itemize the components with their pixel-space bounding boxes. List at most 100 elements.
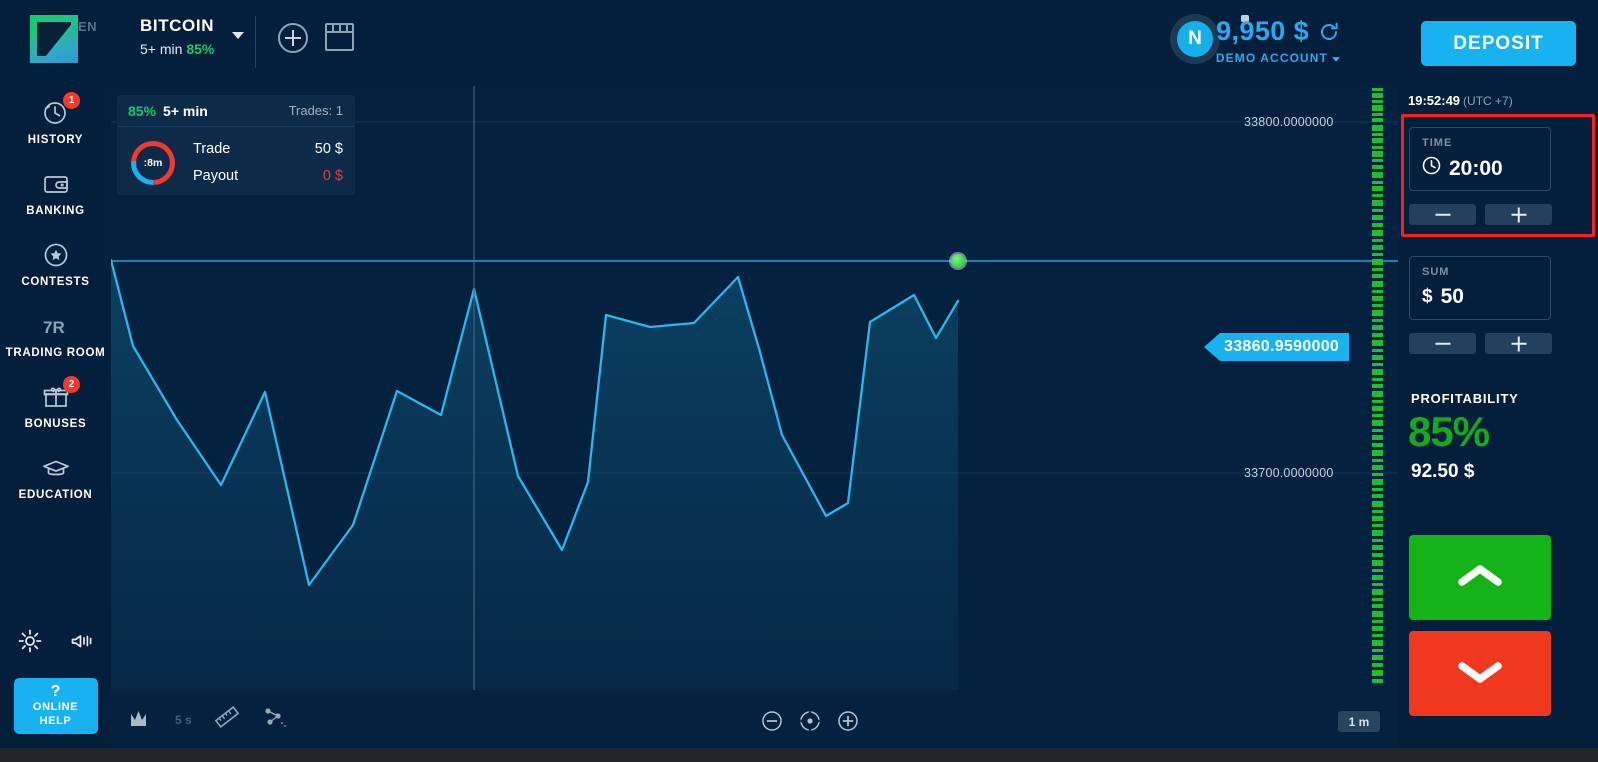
online-help-button[interactable]: ? ONLINE HELP [13, 678, 98, 734]
time-section-highlight [1401, 114, 1595, 237]
chart-canvas [111, 86, 1398, 690]
sidebar: 1 HISTORY BANKING CONTESTS [0, 86, 111, 748]
asset-name: BITCOIN [140, 16, 215, 35]
sidebar-item-label: HISTORY [27, 134, 84, 146]
sum-input-value-row: $ 50 [1422, 285, 1464, 309]
sidebar-item-bonuses[interactable]: 2 BONUSES [0, 374, 111, 445]
deposit-button[interactable]: DEPOSIT [1421, 21, 1576, 66]
time-input-value: 20:00 [1449, 156, 1503, 180]
sum-stepper [1409, 333, 1552, 354]
ruler-icon[interactable] [214, 705, 240, 734]
status-bar [0, 748, 1598, 762]
plus-circle-icon[interactable] [278, 23, 308, 53]
server-clock-time: 19:52:49 [1408, 93, 1461, 108]
trade-card-trades-count: Trades: 1 [288, 103, 343, 118]
trade-card-header: 85% 5+ min Trades: 1 [117, 95, 355, 127]
sidebar-item-banking[interactable]: BANKING [0, 161, 111, 232]
refresh-icon[interactable] [1318, 21, 1340, 43]
gear-icon[interactable] [17, 628, 43, 654]
price-chart[interactable]: 33800.0000000 33700.0000000 33860.959000… [111, 86, 1398, 748]
indicators-icon[interactable] [262, 705, 288, 734]
volume-strip [1372, 88, 1383, 683]
chart-price-line [111, 258, 960, 587]
chart-area-fill [111, 260, 958, 690]
asset-duration: 5+ min [140, 41, 183, 57]
time-stepper [1409, 204, 1552, 225]
chevron-down-icon[interactable] [232, 32, 244, 39]
trade-row-label: Payout [193, 167, 239, 184]
svg-text:7R: 7R [43, 318, 65, 337]
trade-card-rows: Trade 50 $ Payout 0 $ [193, 136, 343, 190]
trade-row-amount: Trade 50 $ [193, 136, 343, 163]
toolbar-divider [255, 16, 256, 68]
sidebar-item-label: EDUCATION [18, 489, 93, 501]
asset-payout-pct: 85% [186, 41, 215, 57]
gift-icon [41, 382, 71, 412]
price-marker-dot [951, 254, 965, 268]
sidebar-item-label: TRADING ROOM [5, 347, 106, 359]
history-badge: 1 [63, 92, 80, 109]
sum-input-label: SUM [1422, 266, 1450, 278]
time-increase-button[interactable] [1485, 204, 1552, 225]
put-down-button[interactable] [1409, 631, 1551, 716]
sum-input[interactable]: SUM $ 50 [1409, 256, 1551, 320]
graduation-cap-icon [41, 453, 71, 483]
sidebar-item-contests[interactable]: CONTESTS [0, 232, 111, 303]
trade-card-body: :8m Trade 50 $ Payout 0 $ [117, 127, 355, 190]
chart-toolbar: 5 s [129, 705, 288, 734]
top-bar: EN BITCOIN 5+ min 85% N 9,950 $ [0, 0, 1598, 86]
chevron-up-icon [1457, 561, 1503, 594]
avatar-badge-icon [1241, 15, 1249, 22]
trade-info-card[interactable]: 85% 5+ min Trades: 1 :8m Trade 50 $ Payo… [117, 95, 355, 195]
sum-decrease-button[interactable] [1409, 333, 1476, 354]
asset-selector[interactable]: BITCOIN 5+ min 85% [140, 16, 260, 57]
profitability-percent: 85% [1408, 408, 1490, 455]
candlestick-icon[interactable] [129, 706, 153, 733]
trading-room-icon: 7R [41, 311, 71, 341]
asset-subinfo: 5+ min 85% [140, 41, 260, 57]
help-line1: ONLINE [32, 701, 79, 714]
brand-logo[interactable]: EN [30, 15, 97, 67]
clock-history-icon [41, 98, 71, 128]
recenter-icon[interactable] [799, 710, 821, 732]
bonuses-badge: 2 [63, 376, 80, 393]
tick-interval-label[interactable]: 5 s [175, 712, 192, 727]
language-label[interactable]: EN [78, 19, 98, 34]
server-clock-timezone: (UTC +7) [1463, 94, 1513, 108]
sidebar-item-trading-room[interactable]: 7R TRADING ROOM [0, 303, 111, 374]
trade-row-payout: Payout 0 $ [193, 163, 343, 190]
server-clock: 19:52:49 (UTC +7) [1408, 93, 1513, 108]
avatar-ring: N [1170, 14, 1220, 64]
trade-card-duration: 5+ min [163, 102, 208, 119]
zoom-out-icon[interactable] [761, 710, 783, 732]
sum-increase-button[interactable] [1485, 333, 1552, 354]
sidebar-item-education[interactable]: EDUCATION [0, 445, 111, 516]
star-circle-icon [41, 240, 71, 270]
sidebar-bottom: ? ONLINE HELP [0, 628, 111, 734]
help-line2: HELP [39, 714, 72, 727]
trade-timer-value: :8m [136, 145, 170, 180]
chevron-down-icon [1332, 57, 1340, 62]
timeframe-badge[interactable]: 1 m [1338, 711, 1380, 732]
trade-timer-donut: :8m [131, 140, 175, 185]
trade-row-value: 50 $ [314, 141, 343, 157]
sidebar-item-label: CONTESTS [21, 276, 90, 288]
price-tag-arrow [1204, 333, 1220, 361]
time-decrease-button[interactable] [1409, 204, 1476, 225]
y-axis-label-upper: 33800.0000000 [1244, 115, 1334, 129]
y-axis-label-lower: 33700.0000000 [1244, 466, 1334, 480]
trade-panel: 19:52:49 (UTC +7) TIME 20:00 SUM [1398, 86, 1598, 748]
account-type-label: DEMO ACCOUNT [1215, 51, 1328, 65]
sidebar-item-label: BANKING [26, 205, 85, 217]
sidebar-item-history[interactable]: 1 HISTORY [0, 90, 111, 161]
calendar-icon[interactable] [325, 23, 354, 51]
speaker-icon[interactable] [69, 628, 95, 654]
balance-block[interactable]: 9,950 $ DEMO ACCOUNT [1150, 16, 1340, 65]
zoom-in-icon[interactable] [837, 710, 859, 732]
call-up-button[interactable] [1409, 535, 1551, 620]
time-input-label: TIME [1422, 137, 1453, 149]
account-type[interactable]: DEMO ACCOUNT [1150, 51, 1340, 65]
sum-input-value: 50 [1440, 285, 1464, 308]
trade-row-label: Trade [193, 141, 231, 157]
time-input[interactable]: TIME 20:00 [1409, 127, 1551, 191]
